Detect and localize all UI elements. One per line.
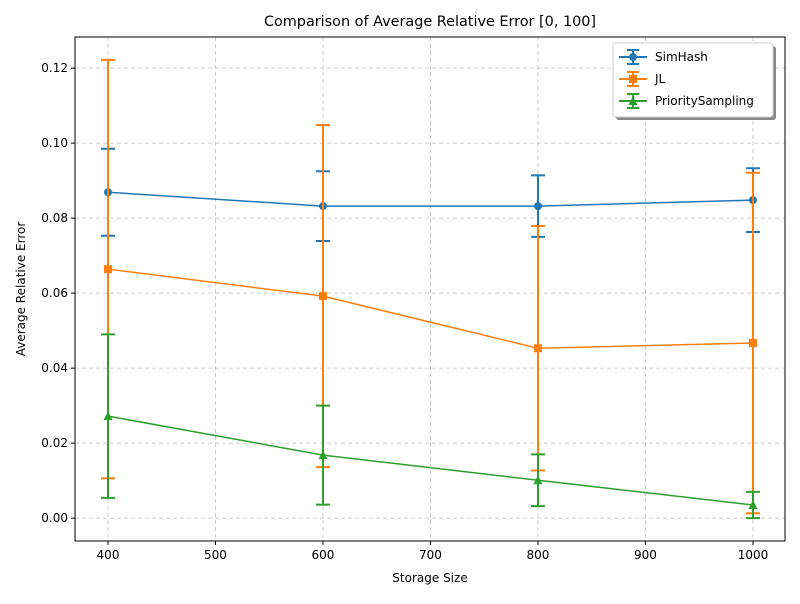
marker [318,450,328,460]
chart-title: Comparison of Average Relative Error [0,… [264,14,596,30]
marker [748,339,757,347]
marker [748,500,758,509]
x-axis-label: Storage Size [392,571,467,585]
marker [628,96,638,105]
legend-label: JL [654,72,666,86]
marker [103,411,113,421]
marker [318,292,327,301]
series-line [107,415,754,506]
x-tick-label: 1000 [738,548,769,562]
legend-label: PrioritySampling [655,94,754,108]
x-tick-label: 600 [312,548,335,562]
x-tick-label: 500 [204,548,227,562]
marker [533,202,542,211]
y-axis-label: Average Relative Error [14,222,28,357]
y-tick-label: 0.10 [41,136,68,150]
series-line [107,191,753,207]
marker [533,344,542,353]
y-tick-label: 0.04 [41,361,68,375]
x-tick-label: 900 [634,548,657,562]
y-tick-label: 0.08 [41,211,68,225]
x-tick-label: 700 [419,548,442,562]
marker [533,475,543,485]
y-tick-label: 0.02 [41,436,68,450]
y-tick-label: 0.12 [41,61,68,75]
y-tick-label: 0.06 [41,286,68,300]
x-tick-label: 400 [97,548,120,562]
series-line [107,268,753,350]
marker [629,53,637,61]
legend [612,42,774,118]
y-tick-label: 0.00 [41,511,68,525]
marker [629,75,637,83]
marker [104,265,113,274]
x-tick-label: 800 [527,548,550,562]
legend-label: SimHash [655,50,708,64]
plot-frame [74,36,786,542]
